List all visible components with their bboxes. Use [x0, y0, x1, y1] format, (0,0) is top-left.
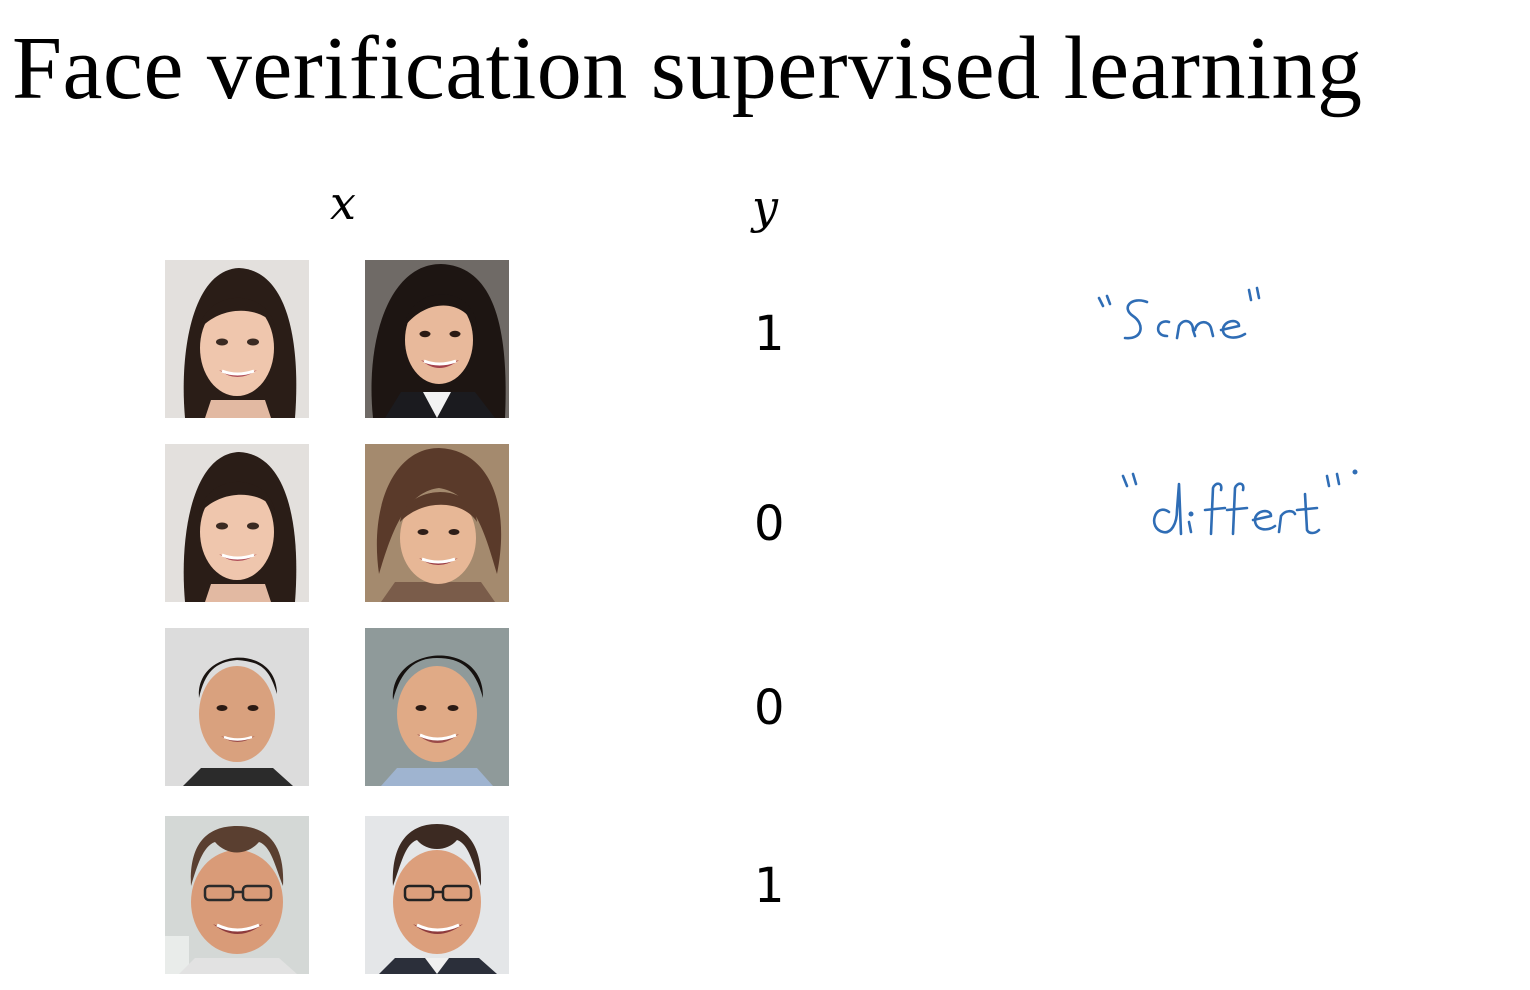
- handwritten-same-annotation: [1085, 280, 1275, 364]
- face-photo-row1-right: [365, 260, 509, 418]
- face-photo-row3-right: [365, 628, 509, 786]
- face-photo-row4-left: [165, 816, 309, 974]
- label-row2: 0: [754, 496, 785, 552]
- handwritten-different-annotation: [1115, 458, 1365, 552]
- face-photo-row4-right: [365, 816, 509, 974]
- label-row1: 1: [754, 306, 785, 362]
- label-row3: 0: [754, 680, 785, 736]
- face-photo-row2-left: [165, 444, 309, 602]
- face-photo-row2-right: [365, 444, 509, 602]
- slide-title: Face verification supervised learning: [12, 19, 1363, 118]
- label-row4: 1: [754, 858, 785, 914]
- y-column-header: y: [752, 180, 778, 234]
- face-photo-row3-left: [165, 628, 309, 786]
- x-column-header: x: [330, 176, 356, 230]
- face-photo-row1-left: [165, 260, 309, 418]
